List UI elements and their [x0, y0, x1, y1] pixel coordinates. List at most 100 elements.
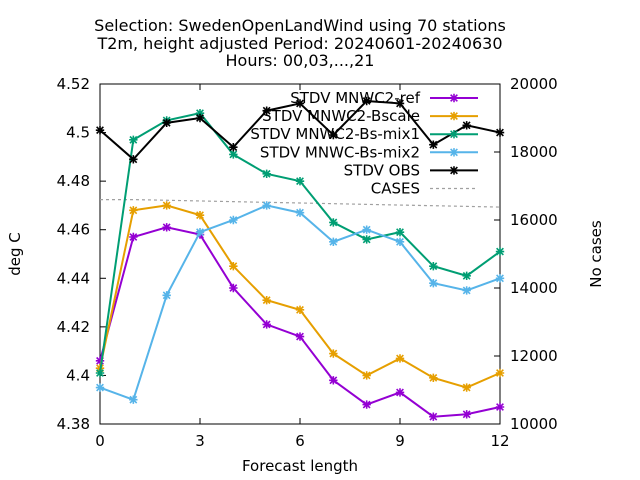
- data-point: [295, 305, 305, 315]
- data-point: [462, 121, 471, 130]
- series-line: [100, 199, 501, 208]
- series-6: [100, 199, 501, 208]
- data-point: [162, 201, 171, 210]
- data-point: [429, 412, 438, 421]
- legend-label: CASES: [371, 180, 420, 198]
- y2-tick-label: 20000: [510, 75, 558, 93]
- title-line-2: T2m, height adjusted Period: 20240601-20…: [96, 34, 502, 53]
- x-axis-label: Forecast length: [242, 457, 358, 475]
- y-tick-label: 4.5: [66, 124, 90, 142]
- data-point: [262, 320, 271, 329]
- data-point: [329, 218, 338, 227]
- data-point: [462, 271, 471, 281]
- data-point: [329, 130, 338, 140]
- legend-label: STDV MNWC-Bs-mix2: [260, 143, 420, 161]
- y2-tick-label: 18000: [510, 143, 558, 161]
- legend-label: STDV MNWC2-Bscale: [262, 107, 420, 125]
- data-point: [129, 206, 138, 215]
- series-4: [95, 201, 505, 404]
- data-point: [462, 383, 471, 392]
- data-point: [229, 261, 238, 271]
- data-point: [362, 371, 371, 380]
- data-point: [262, 201, 271, 210]
- series-line: [99, 204, 501, 389]
- data-point: [329, 237, 338, 247]
- y-axis-label: deg C: [6, 232, 24, 276]
- y-tick-label: 4.46: [57, 221, 90, 239]
- axis-ticks: 4.38 4.4 4.42 4.44 4.46 4.48 4.5 4.52 10000 12000…: [57, 75, 558, 450]
- y-tick-label: 4.4: [66, 366, 90, 384]
- series-1: [95, 223, 505, 421]
- legend-label: STDV OBS: [344, 161, 420, 179]
- data-point: [362, 400, 371, 409]
- y-tick-label: 4.52: [57, 75, 90, 93]
- y-tick-label: 4.42: [57, 318, 90, 336]
- y2-tick-label: 14000: [510, 279, 558, 297]
- data-point: [162, 291, 171, 300]
- data-point: [462, 410, 471, 419]
- legend-entry: STDV OBS: [344, 161, 478, 179]
- data-point: [129, 135, 138, 145]
- legend-entry: STDV MNWC2-Bs-mix1: [250, 125, 478, 143]
- title-line-1: Selection: SwedenOpenLandWind using 70 s…: [94, 16, 506, 35]
- x-tick-label: 3: [195, 432, 205, 450]
- title-line-3: Hours: 00,03,...,21: [226, 51, 375, 70]
- data-point: [329, 349, 338, 358]
- data-point: [395, 227, 405, 237]
- x-tick-label: 12: [490, 432, 509, 450]
- data-point: [362, 235, 371, 244]
- data-point: [95, 356, 105, 366]
- data-point: [495, 274, 505, 283]
- data-point: [429, 140, 438, 149]
- data-point: [262, 295, 271, 305]
- y2-axis-label: No cases: [587, 220, 605, 288]
- data-point: [362, 96, 371, 106]
- legend-marker: [449, 166, 459, 175]
- data-point: [229, 142, 238, 152]
- series-5: [95, 96, 505, 164]
- legend-marker: [449, 111, 459, 121]
- data-point: [229, 283, 238, 293]
- data-point: [395, 99, 405, 108]
- data-point: [329, 376, 338, 385]
- data-point: [395, 237, 405, 247]
- data-point: [429, 373, 438, 383]
- data-point: [295, 176, 305, 186]
- data-point: [229, 150, 238, 159]
- data-point: [495, 368, 505, 378]
- x-tick-label: 6: [295, 432, 305, 450]
- legend-entry: STDV MNWC2-Bscale: [262, 107, 478, 125]
- data-point: [229, 215, 238, 225]
- data-point: [295, 208, 305, 217]
- x-tick-label: 9: [395, 432, 405, 450]
- data-point: [395, 388, 405, 397]
- data-point: [129, 395, 138, 404]
- data-point: [295, 332, 305, 341]
- series-line: [99, 226, 501, 418]
- legend-entry: STDV MNWC-Bs-mix2: [260, 143, 478, 161]
- data-point: [395, 354, 405, 363]
- y2-tick-label: 12000: [510, 347, 558, 365]
- x-tick-label: 0: [95, 432, 105, 450]
- series-line: [99, 204, 501, 402]
- series-layer: [95, 96, 505, 421]
- data-point: [429, 278, 438, 288]
- data-point: [495, 402, 505, 412]
- data-point: [162, 118, 171, 128]
- legend-marker: [449, 93, 459, 103]
- y-tick-label: 4.48: [57, 172, 90, 190]
- data-point: [262, 106, 271, 115]
- data-point: [295, 99, 305, 108]
- data-point: [495, 247, 505, 256]
- data-point: [129, 232, 138, 242]
- y-tick-label: 4.38: [57, 415, 90, 433]
- data-point: [195, 108, 205, 118]
- legend-marker: [449, 130, 459, 139]
- data-point: [195, 227, 205, 237]
- cases-layer: [100, 199, 501, 208]
- y-tick-label: 4.44: [57, 269, 90, 287]
- data-point: [195, 210, 205, 220]
- legend-label: STDV MNWC2-Bs-mix1: [250, 125, 420, 143]
- legend-label: STDV MNWC2-ref: [290, 89, 420, 107]
